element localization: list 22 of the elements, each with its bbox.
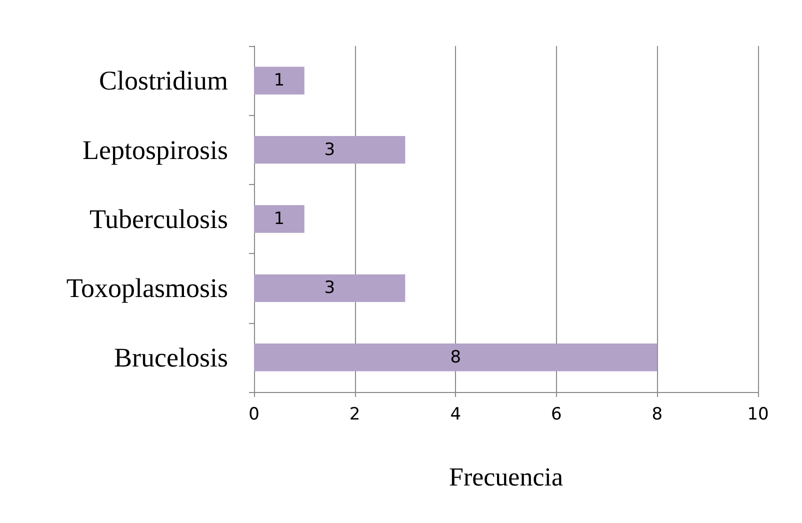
x-tick-label: 0	[248, 404, 260, 424]
bar	[254, 344, 658, 372]
data-label: 1	[274, 70, 285, 91]
y-tick-label: Tuberculosis	[89, 204, 228, 234]
y-tick-label: Toxoplasmosis	[66, 273, 228, 304]
x-tick-label: 2	[349, 404, 360, 424]
bar	[254, 205, 304, 233]
x-axis-title: Frecuencia	[448, 462, 564, 492]
data-label: 8	[450, 347, 462, 368]
x-tick-label: 4	[450, 404, 462, 424]
y-tick-label: Leptospirosis	[82, 134, 228, 165]
y-tick-label: Brucelosis	[114, 342, 228, 372]
x-tick-label: 8	[652, 404, 663, 424]
bar	[254, 136, 406, 164]
data-label: 1	[274, 209, 285, 229]
x-tick-label: 10	[747, 404, 769, 424]
data-label: 3	[324, 278, 336, 298]
x-tick-label: 6	[550, 404, 562, 424]
data-label: 3	[324, 140, 336, 160]
bar	[254, 274, 406, 302]
bar	[254, 66, 304, 94]
y-tick-label: Clostridium	[98, 66, 228, 96]
